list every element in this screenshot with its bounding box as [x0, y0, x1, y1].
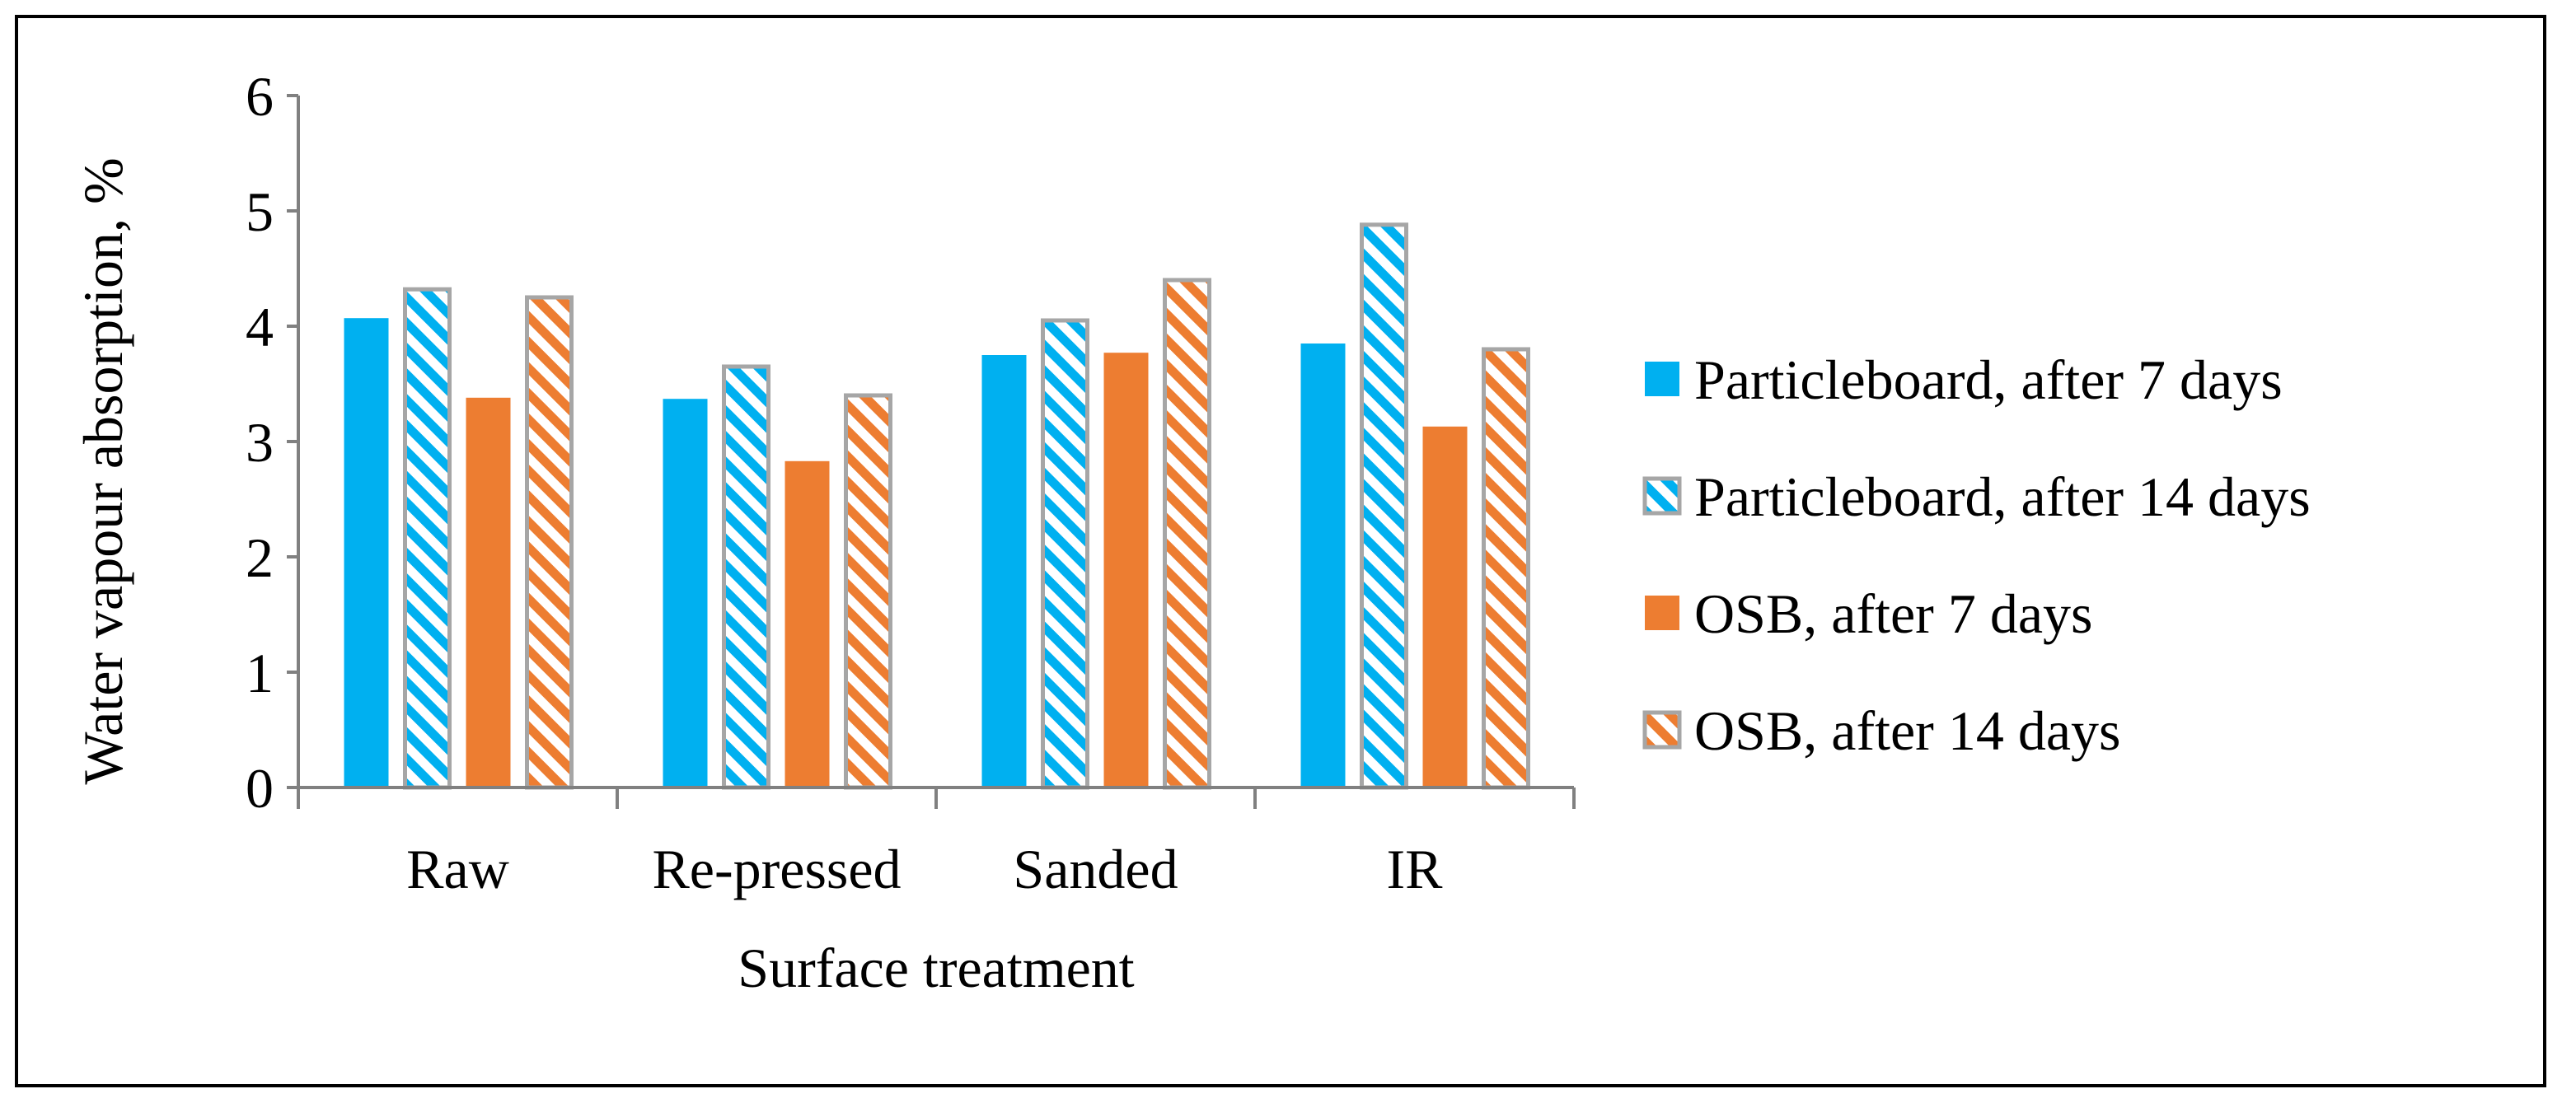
- x-tick-label: Raw: [406, 838, 509, 900]
- legend-swatch-3: [1645, 596, 1679, 630]
- bar-ir-series-3: [1422, 426, 1468, 788]
- x-tick-labels: Raw Re-pressed Sanded IR: [297, 788, 1576, 900]
- bar-ir-series-1: [1300, 344, 1346, 788]
- bar-re-pressed-series-3: [785, 460, 830, 788]
- y-tick-label: 2: [246, 526, 274, 589]
- bar-raw-series-3: [466, 397, 511, 788]
- bar-re-pressed-series-2: [722, 364, 770, 790]
- bar-raw-series-4: [525, 295, 574, 790]
- bar-raw-series-2: [403, 287, 452, 790]
- y-tick-labels: 0 1 2 3 4 5 6: [246, 65, 298, 820]
- legend-swatch-1: [1645, 362, 1679, 396]
- bar-sanded-series-3: [1103, 353, 1149, 788]
- chart-frame: [15, 15, 2546, 1087]
- y-tick-label: 5: [246, 180, 274, 243]
- x-tick-label: Re-pressed: [652, 838, 901, 900]
- bar-re-pressed-series-4: [844, 393, 892, 790]
- legend-label-1: Particleboard, after 7 days: [1694, 348, 2283, 411]
- y-tick-label: 6: [246, 65, 274, 128]
- legend-label-4: OSB, after 14 days: [1694, 699, 2120, 762]
- y-tick-label: 4: [246, 296, 274, 358]
- y-axis-title: Water vapour absorption, %: [72, 157, 134, 784]
- bar-sanded-series-1: [981, 355, 1027, 788]
- bar-ir-series-2: [1360, 222, 1408, 790]
- x-axis-title: Surface treatment: [738, 937, 1135, 999]
- x-tick-label: IR: [1387, 838, 1444, 900]
- bar-sanded-series-4: [1163, 278, 1211, 790]
- bars-layer: [344, 222, 1530, 790]
- bar-ir-series-4: [1482, 347, 1530, 790]
- bar-sanded-series-2: [1041, 318, 1089, 790]
- y-tick-label: 1: [246, 642, 274, 704]
- legend-swatch-4: [1642, 710, 1682, 750]
- x-tick-label: Sanded: [1013, 838, 1178, 900]
- legend-label-2: Particleboard, after 14 days: [1694, 465, 2311, 528]
- legend-label-3: OSB, after 7 days: [1694, 582, 2092, 645]
- y-tick-label: 3: [246, 411, 274, 474]
- y-tick-label: 0: [246, 757, 274, 820]
- legend-swatch-2: [1642, 476, 1682, 516]
- legend: Particleboard, after 7 days Particleboard…: [1642, 348, 2311, 762]
- bar-raw-series-1: [344, 318, 389, 788]
- bar-re-pressed-series-1: [663, 399, 708, 788]
